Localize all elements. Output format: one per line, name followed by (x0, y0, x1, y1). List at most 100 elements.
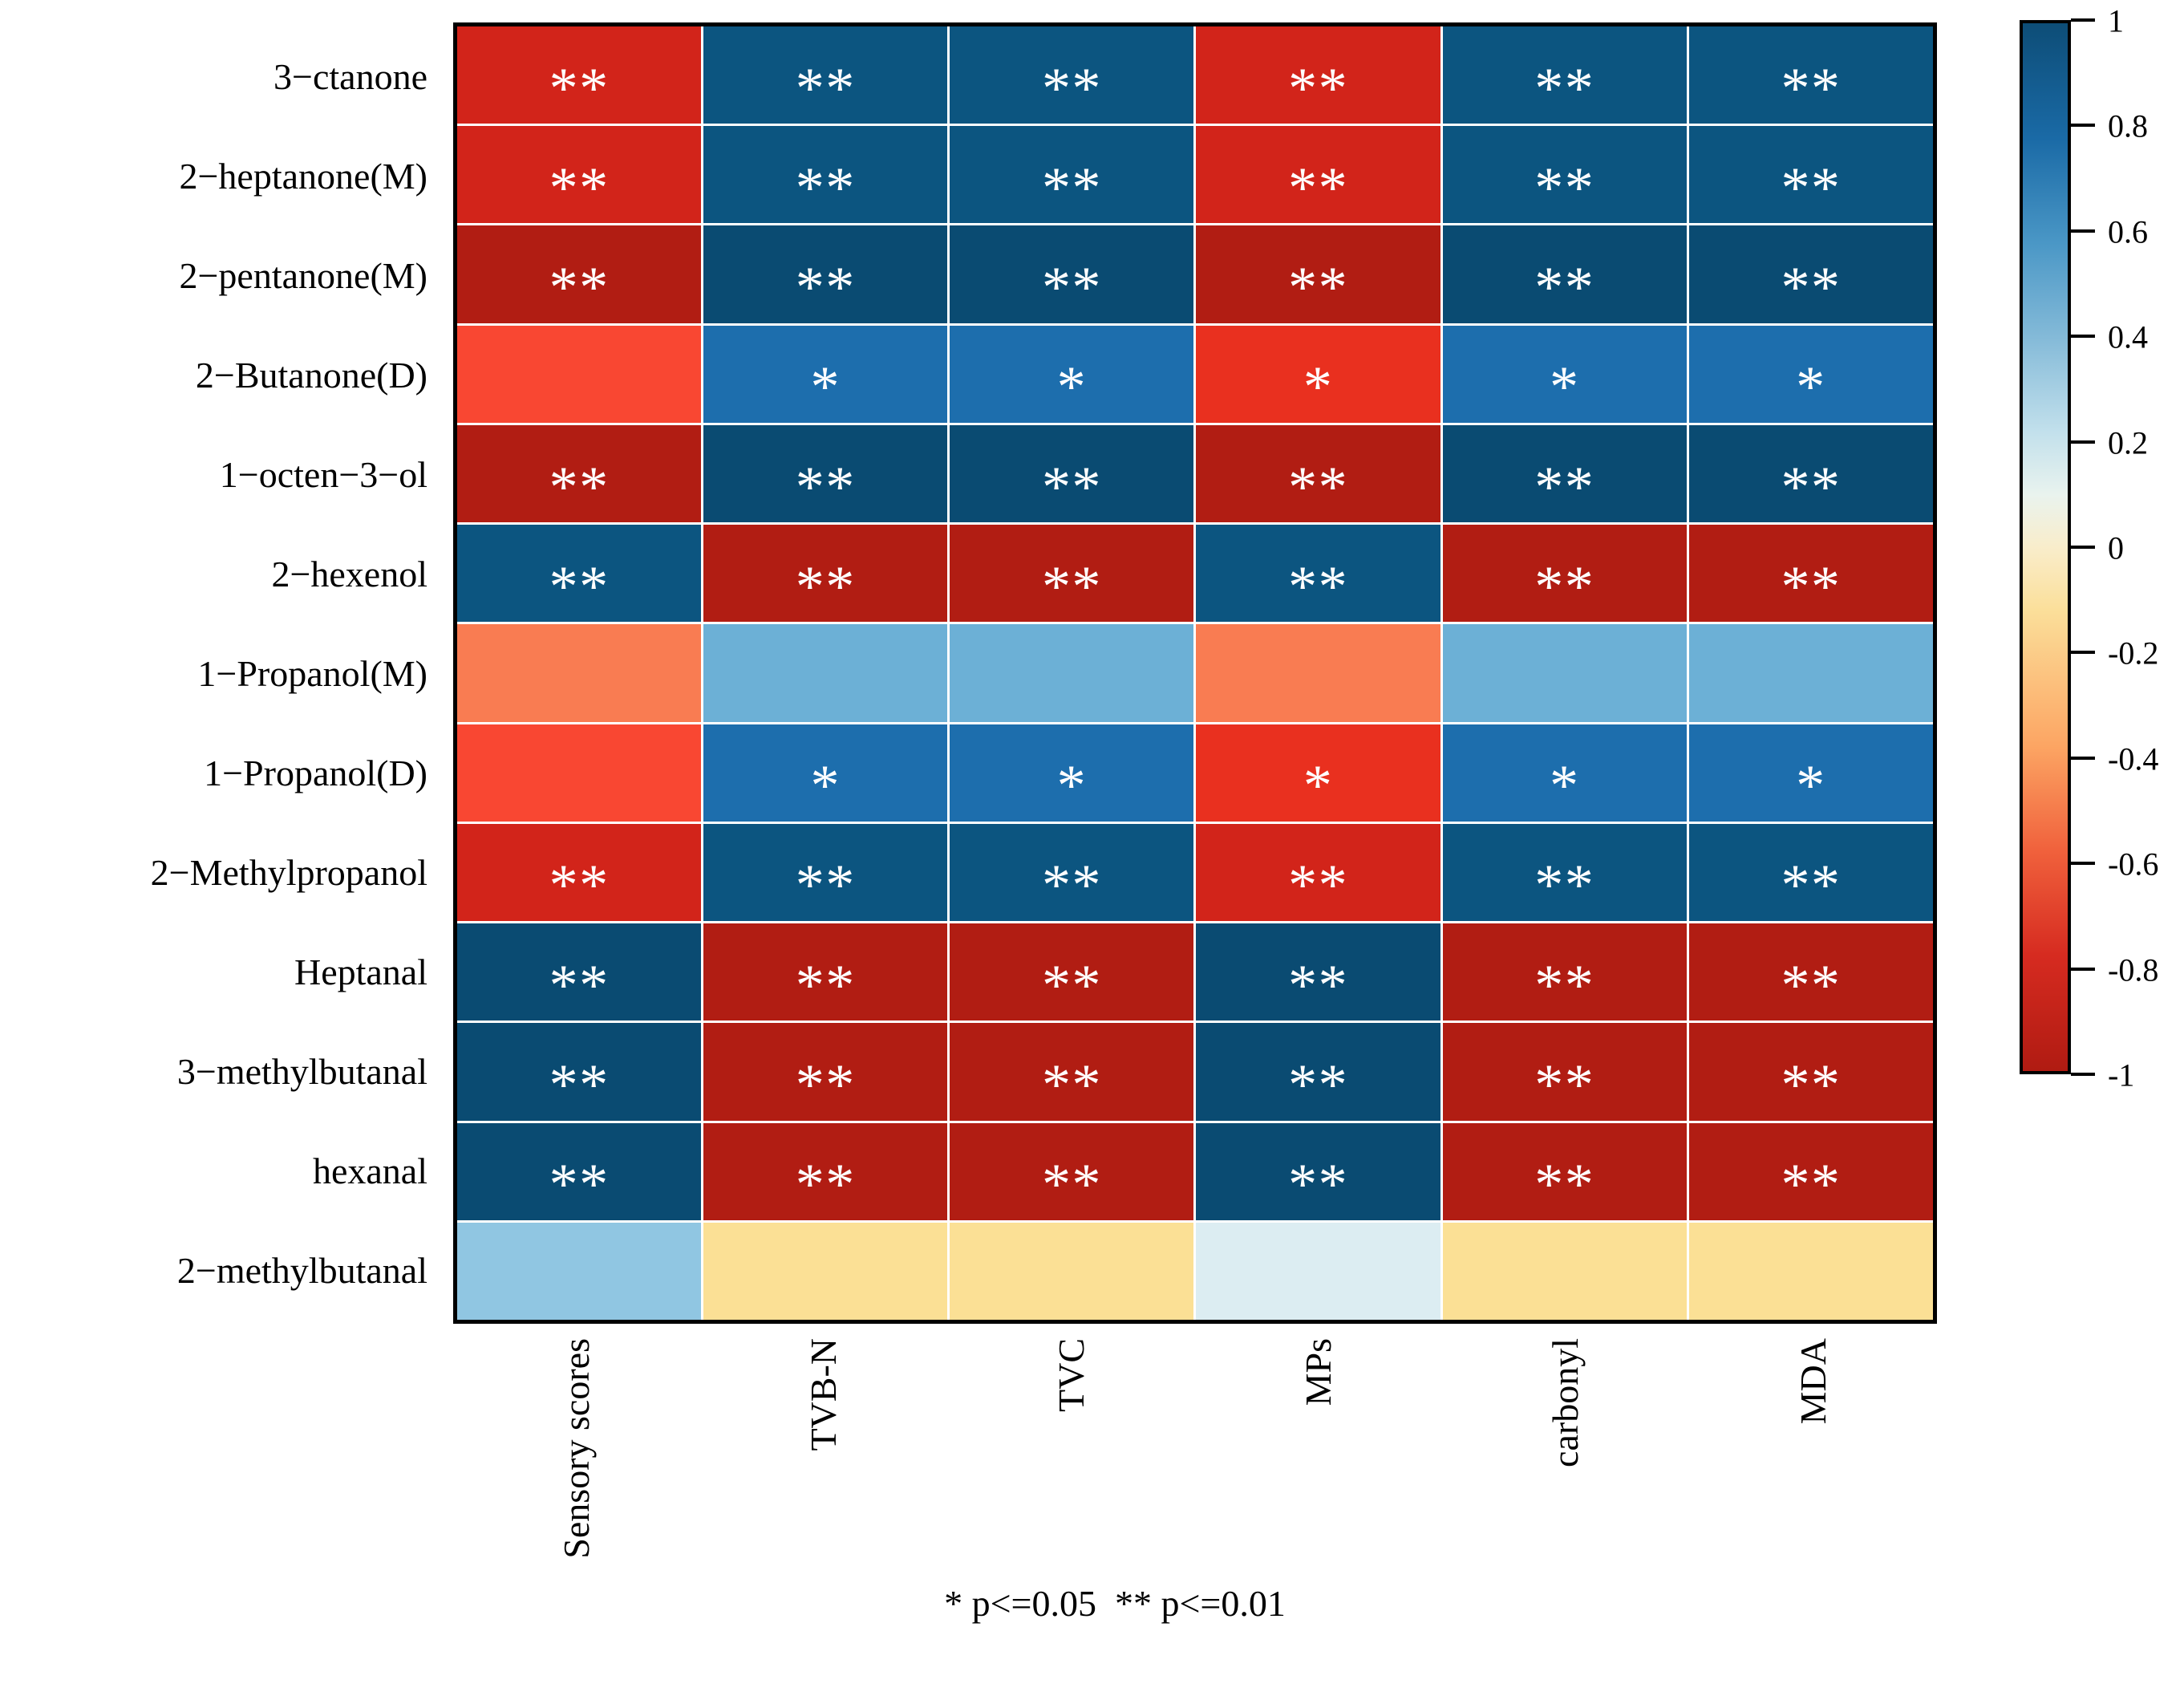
double-asterisk-marker: ** (1781, 55, 1842, 120)
colorbar-tick-label: 0.8 (2108, 108, 2148, 144)
double-asterisk-marker: ** (1781, 254, 1842, 319)
double-asterisk-marker: ** (1041, 254, 1102, 319)
colorbar-tick-label: -0.4 (2108, 741, 2159, 777)
heatmap-cell: ** (1442, 525, 1687, 623)
colorbar-tick-line (2071, 756, 2095, 760)
heatmap-cell: ** (950, 225, 1194, 323)
double-asterisk-marker: ** (549, 952, 610, 1017)
heatmap-cell: * (1688, 325, 1933, 423)
heatmap-cell: ** (1196, 525, 1440, 623)
heatmap-cell: * (950, 325, 1194, 423)
row-label: 1−Propanol(D) (204, 752, 427, 793)
double-asterisk-marker: ** (1534, 454, 1595, 519)
heatmap-cell: ** (457, 1023, 702, 1121)
double-asterisk-marker: ** (1534, 554, 1595, 619)
double-asterisk-marker: ** (549, 254, 610, 319)
double-asterisk-marker: ** (549, 55, 610, 120)
double-asterisk-marker: ** (1041, 1052, 1102, 1117)
heatmap-grid: ** ** ** ** ** ** ** ** ** ** ** ** ** ** ** ** ** ** * * * *… (453, 22, 1937, 1324)
heatmap-cell: ** (1688, 26, 1933, 124)
heatmap-cell: * (703, 724, 948, 822)
double-asterisk-marker: ** (549, 853, 610, 918)
column-labels: Sensory scores TVB-N TVC MPs carbonyl MDA (453, 1338, 1937, 1559)
colorbar-tick-label: 0.4 (2108, 319, 2148, 355)
heatmap-cell (1196, 624, 1440, 722)
single-asterisk-marker: * (810, 355, 841, 420)
heatmap-cell: ** (1196, 1023, 1440, 1121)
heatmap-cell: ** (1442, 823, 1687, 922)
row-label: 2−hexenol (271, 553, 427, 594)
double-asterisk-marker: ** (1534, 55, 1595, 120)
double-asterisk-marker: ** (1288, 254, 1349, 319)
heatmap-cell (703, 624, 948, 722)
row-labels: 3−ctanone 2−heptanone(M) 2−pentanone(M) 2−B… (0, 26, 436, 1320)
heatmap-cell: ** (457, 126, 702, 224)
double-asterisk-marker: ** (1781, 952, 1842, 1017)
heatmap-cell: ** (703, 823, 948, 922)
heatmap-cell: ** (950, 1023, 1194, 1121)
heatmap-cell: ** (1688, 823, 1933, 922)
heatmap-cell: ** (1196, 1122, 1440, 1220)
double-asterisk-marker: ** (795, 1052, 856, 1117)
single-asterisk-marker: * (1550, 355, 1580, 420)
double-asterisk-marker: ** (795, 454, 856, 519)
row-label: 2−methylbutanal (176, 1249, 427, 1291)
heatmap-cell: ** (457, 1122, 702, 1220)
heatmap-cell: ** (1442, 923, 1687, 1021)
double-asterisk-marker: ** (1041, 55, 1102, 120)
heatmap-cell: * (1196, 325, 1440, 423)
heatmap-cell: ** (703, 424, 948, 523)
colorbar-tick-label: -0.2 (2108, 635, 2159, 672)
heatmap-cell (457, 624, 702, 722)
double-asterisk-marker: ** (1288, 1151, 1349, 1216)
heatmap-cell: ** (1688, 923, 1933, 1021)
heatmap-cell: * (1442, 724, 1687, 822)
double-asterisk-marker: ** (1288, 454, 1349, 519)
single-asterisk-marker: * (1796, 753, 1826, 818)
double-asterisk-marker: ** (1534, 1052, 1595, 1117)
double-asterisk-marker: ** (1041, 155, 1102, 220)
single-asterisk-marker: * (1056, 355, 1088, 420)
double-asterisk-marker: ** (1288, 554, 1349, 619)
heatmap-cell: * (1196, 724, 1440, 822)
colorbar-tick-line (2071, 335, 2095, 339)
row-label: 2−Butanone(D) (195, 354, 427, 396)
single-asterisk-marker: * (1056, 753, 1088, 818)
colorbar-tick-line (2071, 967, 2095, 971)
colorbar-tick-line (2071, 651, 2095, 655)
row-label: 2−Methylpropanol (150, 851, 427, 893)
double-asterisk-marker: ** (795, 952, 856, 1017)
heatmap-cell (1442, 624, 1687, 722)
colorbar-tick-line (2071, 440, 2095, 444)
heatmap-cell: ** (1196, 26, 1440, 124)
double-asterisk-marker: ** (1781, 1151, 1842, 1216)
double-asterisk-marker: ** (1041, 554, 1102, 619)
colorbar-tick-label: -0.6 (2108, 846, 2159, 883)
double-asterisk-marker: ** (795, 554, 856, 619)
heatmap-cell: * (950, 724, 1194, 822)
heatmap-cell: ** (950, 26, 1194, 124)
colorbar-tick-line (2071, 229, 2095, 233)
heatmap-cell: ** (457, 923, 702, 1021)
single-asterisk-marker: * (1796, 355, 1826, 420)
heatmap-cell: ** (1196, 424, 1440, 523)
single-asterisk-marker: * (1303, 355, 1334, 420)
double-asterisk-marker: ** (1781, 554, 1842, 619)
heatmap-cell (950, 1222, 1194, 1320)
heatmap-cell (1442, 1222, 1687, 1320)
column-label: MPs (1297, 1338, 1339, 1406)
double-asterisk-marker: ** (1781, 853, 1842, 918)
row-label: 1−octen−3−ol (219, 453, 427, 495)
double-asterisk-marker: ** (795, 55, 856, 120)
heatmap-cell: ** (1442, 26, 1687, 124)
heatmap-cell: ** (950, 923, 1194, 1021)
colorbar-tick-line (2071, 124, 2095, 128)
heatmap-cell: ** (1196, 126, 1440, 224)
heatmap-cell: ** (1442, 1122, 1687, 1220)
double-asterisk-marker: ** (1288, 853, 1349, 918)
colorbar-tick-label: -1 (2108, 1057, 2135, 1094)
double-asterisk-marker: ** (1781, 454, 1842, 519)
heatmap-cell (1688, 624, 1933, 722)
column-label: MDA (1792, 1338, 1834, 1425)
